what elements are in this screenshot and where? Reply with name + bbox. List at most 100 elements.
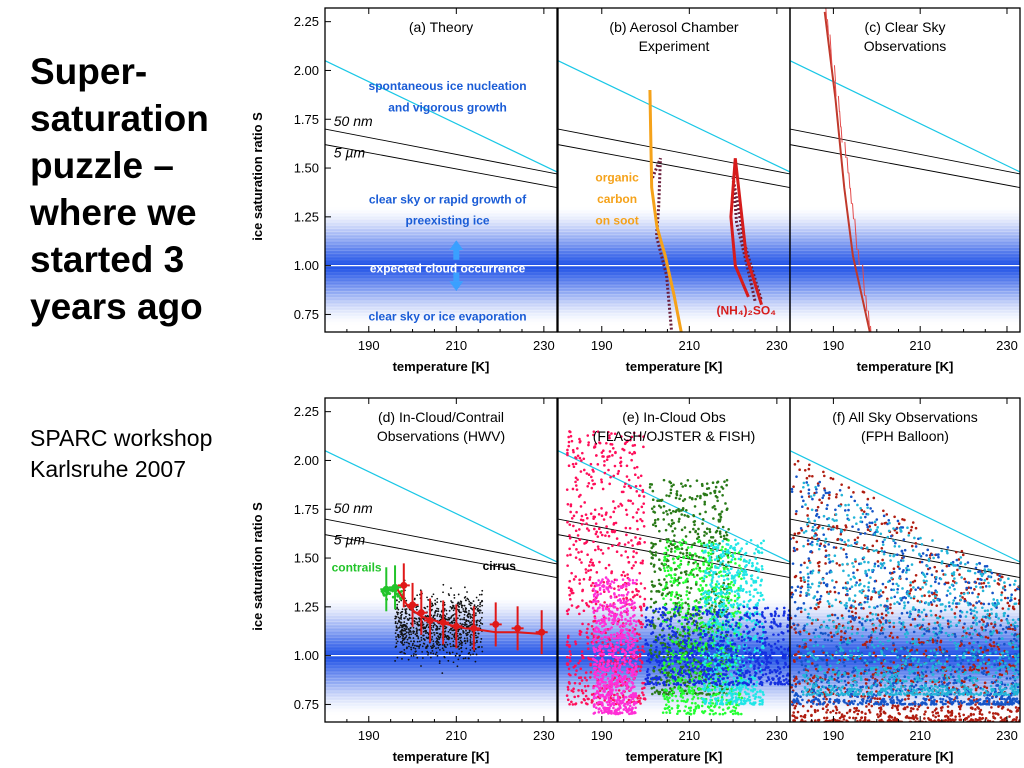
observation-point (761, 698, 764, 702)
observation-point (742, 600, 746, 604)
observation-point (596, 430, 600, 433)
observation-point (727, 569, 730, 572)
observation-point (673, 577, 676, 580)
observation-point (726, 606, 729, 610)
observation-point (616, 697, 620, 700)
observation-point (701, 518, 705, 521)
observation-point (568, 702, 571, 706)
observation-point (633, 627, 637, 631)
observation-point (701, 579, 704, 583)
observation-point (705, 560, 708, 564)
observation-point (592, 629, 596, 633)
observation-point (574, 476, 578, 480)
cirrus-point (412, 654, 415, 657)
cirrus-point (479, 627, 482, 630)
observation-point (631, 502, 635, 505)
observation-point (742, 699, 746, 703)
observation-point (616, 635, 620, 638)
observation-point (712, 712, 715, 716)
observation-point (592, 648, 596, 652)
cirrus-point (453, 617, 455, 620)
band-gradient (325, 243, 557, 246)
cirrus-point (479, 622, 482, 624)
observation-point (681, 485, 685, 488)
observation-point (762, 628, 765, 632)
observation-point (760, 622, 764, 626)
observation-point (609, 699, 613, 703)
observation-point (715, 549, 719, 552)
observation-point (597, 693, 601, 697)
cirrus-point (447, 638, 450, 641)
observation-point (684, 573, 688, 576)
band-gradient (790, 277, 1020, 280)
observation-point (702, 624, 705, 628)
observation-point (663, 569, 667, 573)
observation-point (747, 599, 751, 603)
cirrus-point (415, 608, 418, 611)
observation-point (608, 610, 612, 614)
band-gradient (325, 239, 557, 242)
observation-point (620, 601, 623, 605)
observation-point (708, 590, 712, 594)
observation-point (587, 473, 591, 477)
band-gradient (790, 287, 1020, 290)
observation-point (625, 533, 628, 537)
observation-point (627, 478, 631, 482)
band-gradient (558, 214, 790, 217)
observation-point (713, 489, 717, 493)
observation-point (718, 490, 721, 494)
cirrus-point (433, 645, 436, 648)
observation-point (745, 618, 749, 622)
observation-point (588, 578, 591, 581)
observation-point (708, 556, 712, 560)
observation-point (718, 668, 721, 671)
observation-point (717, 526, 720, 530)
observation-point (649, 644, 653, 647)
cirrus-point (475, 620, 478, 623)
observation-point (743, 701, 747, 705)
band-gradient (325, 630, 557, 633)
cirrus-point (432, 640, 435, 643)
observation-point (730, 574, 734, 578)
band-gradient (325, 293, 557, 296)
band-gradient (790, 258, 1020, 261)
observation-point (633, 466, 636, 470)
observation-point (592, 446, 596, 449)
band-gradient (558, 684, 790, 687)
band-gradient (558, 234, 790, 237)
observation-point (709, 491, 712, 495)
label-ammonium-sulfate: (NH₄)₂SO₄ (717, 303, 777, 317)
observation-point (606, 578, 610, 581)
panel-title: Observations (HWV) (377, 428, 505, 444)
observation-point (715, 481, 719, 484)
observation-point (684, 632, 687, 635)
observation-point (575, 510, 578, 514)
observation-point (714, 542, 718, 546)
observation-point (685, 508, 688, 512)
observation-point (622, 657, 626, 660)
cirrus-point (474, 612, 477, 615)
band-gradient (325, 627, 557, 630)
observation-point (730, 577, 734, 580)
observation-point (632, 703, 636, 706)
observation-point (642, 604, 646, 608)
observation-point (670, 485, 674, 488)
observation-point (639, 696, 642, 700)
observation-point (590, 701, 594, 704)
observation-point (682, 555, 685, 559)
observation-point (726, 543, 730, 546)
observation-point (621, 628, 625, 632)
cirrus-point (426, 596, 428, 599)
observation-point (612, 500, 615, 503)
cirrus-point (458, 603, 461, 606)
cirrus-point (404, 625, 407, 628)
observation-point (609, 582, 612, 586)
observation-point (758, 612, 762, 616)
observation-point (573, 695, 576, 699)
cirrus-point (476, 623, 478, 626)
cirrus-point (425, 624, 428, 627)
observation-point (606, 677, 610, 680)
cirrus-point (460, 646, 463, 649)
cirrus-point (412, 632, 415, 634)
band-gradient (558, 699, 790, 702)
